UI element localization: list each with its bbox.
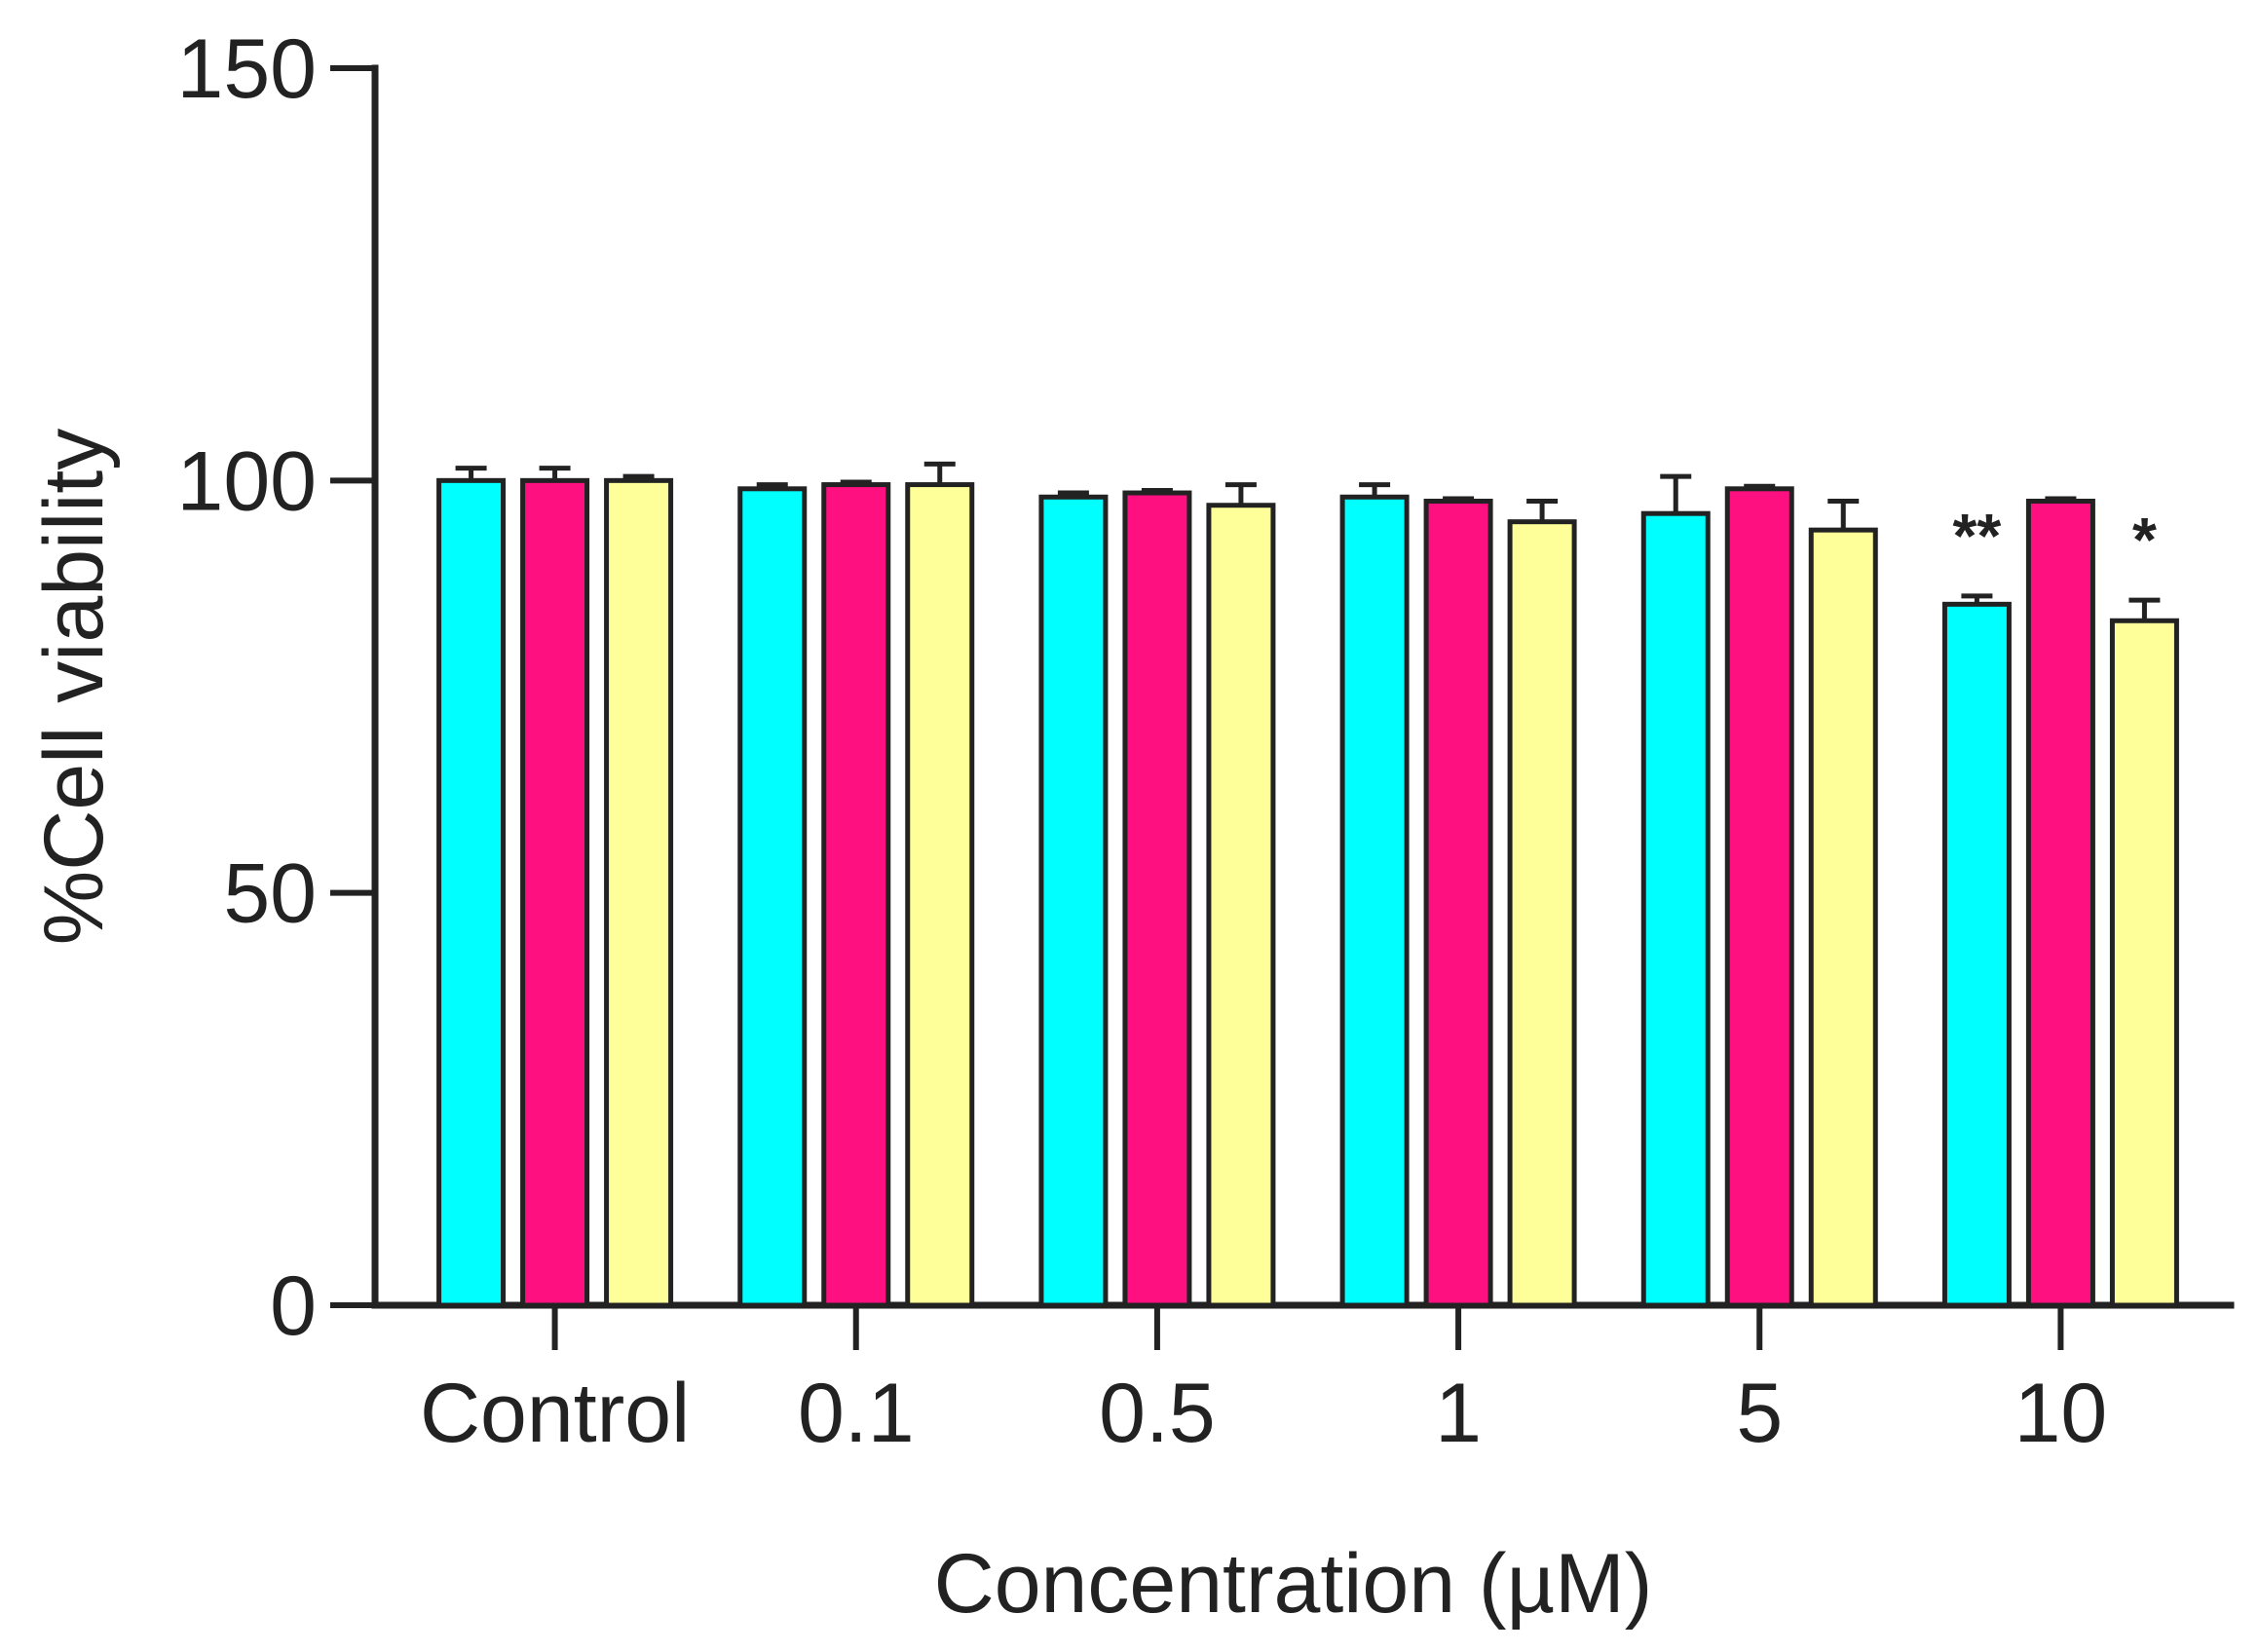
- significance-label: **: [1953, 501, 2002, 571]
- bar: [1640, 510, 1711, 1308]
- bar: [1038, 494, 1109, 1308]
- x-tick-label: 0.1: [798, 1367, 915, 1460]
- y-tick-label: 0: [270, 1259, 317, 1353]
- y-tick-label: 100: [177, 434, 318, 528]
- bar: [1941, 601, 2012, 1308]
- bar: [1808, 527, 1878, 1308]
- bar: [1507, 519, 1577, 1308]
- significance-label: *: [2132, 505, 2157, 575]
- bar: [2109, 618, 2179, 1308]
- bar: [1122, 490, 1192, 1308]
- bar: [737, 486, 808, 1308]
- bar: [520, 477, 590, 1308]
- axes: 0 50 100 150 Control 0.1 0.5 1 5 10: [177, 22, 2235, 1460]
- bar: [821, 482, 891, 1308]
- x-tick-label: 10: [2014, 1367, 2108, 1460]
- bar: [2025, 499, 2095, 1308]
- bar: [436, 477, 507, 1308]
- x-axis-title: Concentration (µM): [934, 1537, 1653, 1631]
- x-tick-label: 5: [1736, 1367, 1783, 1460]
- bar: [1423, 499, 1493, 1308]
- x-tick-label: Control: [420, 1367, 690, 1460]
- bar: [1206, 503, 1276, 1308]
- labels: %Cell viability Concentration (µM): [27, 429, 1652, 1631]
- y-tick-label: 50: [223, 847, 317, 941]
- bar: [1724, 486, 1794, 1308]
- bars: ** *: [436, 461, 2179, 1308]
- bar: [905, 482, 975, 1308]
- y-tick-label: 150: [177, 22, 318, 116]
- bar: [1339, 494, 1410, 1308]
- y-axis-title: %Cell viability: [27, 429, 121, 946]
- x-tick-label: 1: [1435, 1367, 1482, 1460]
- x-tick-label: 0.5: [1099, 1367, 1216, 1460]
- bar: [604, 477, 674, 1308]
